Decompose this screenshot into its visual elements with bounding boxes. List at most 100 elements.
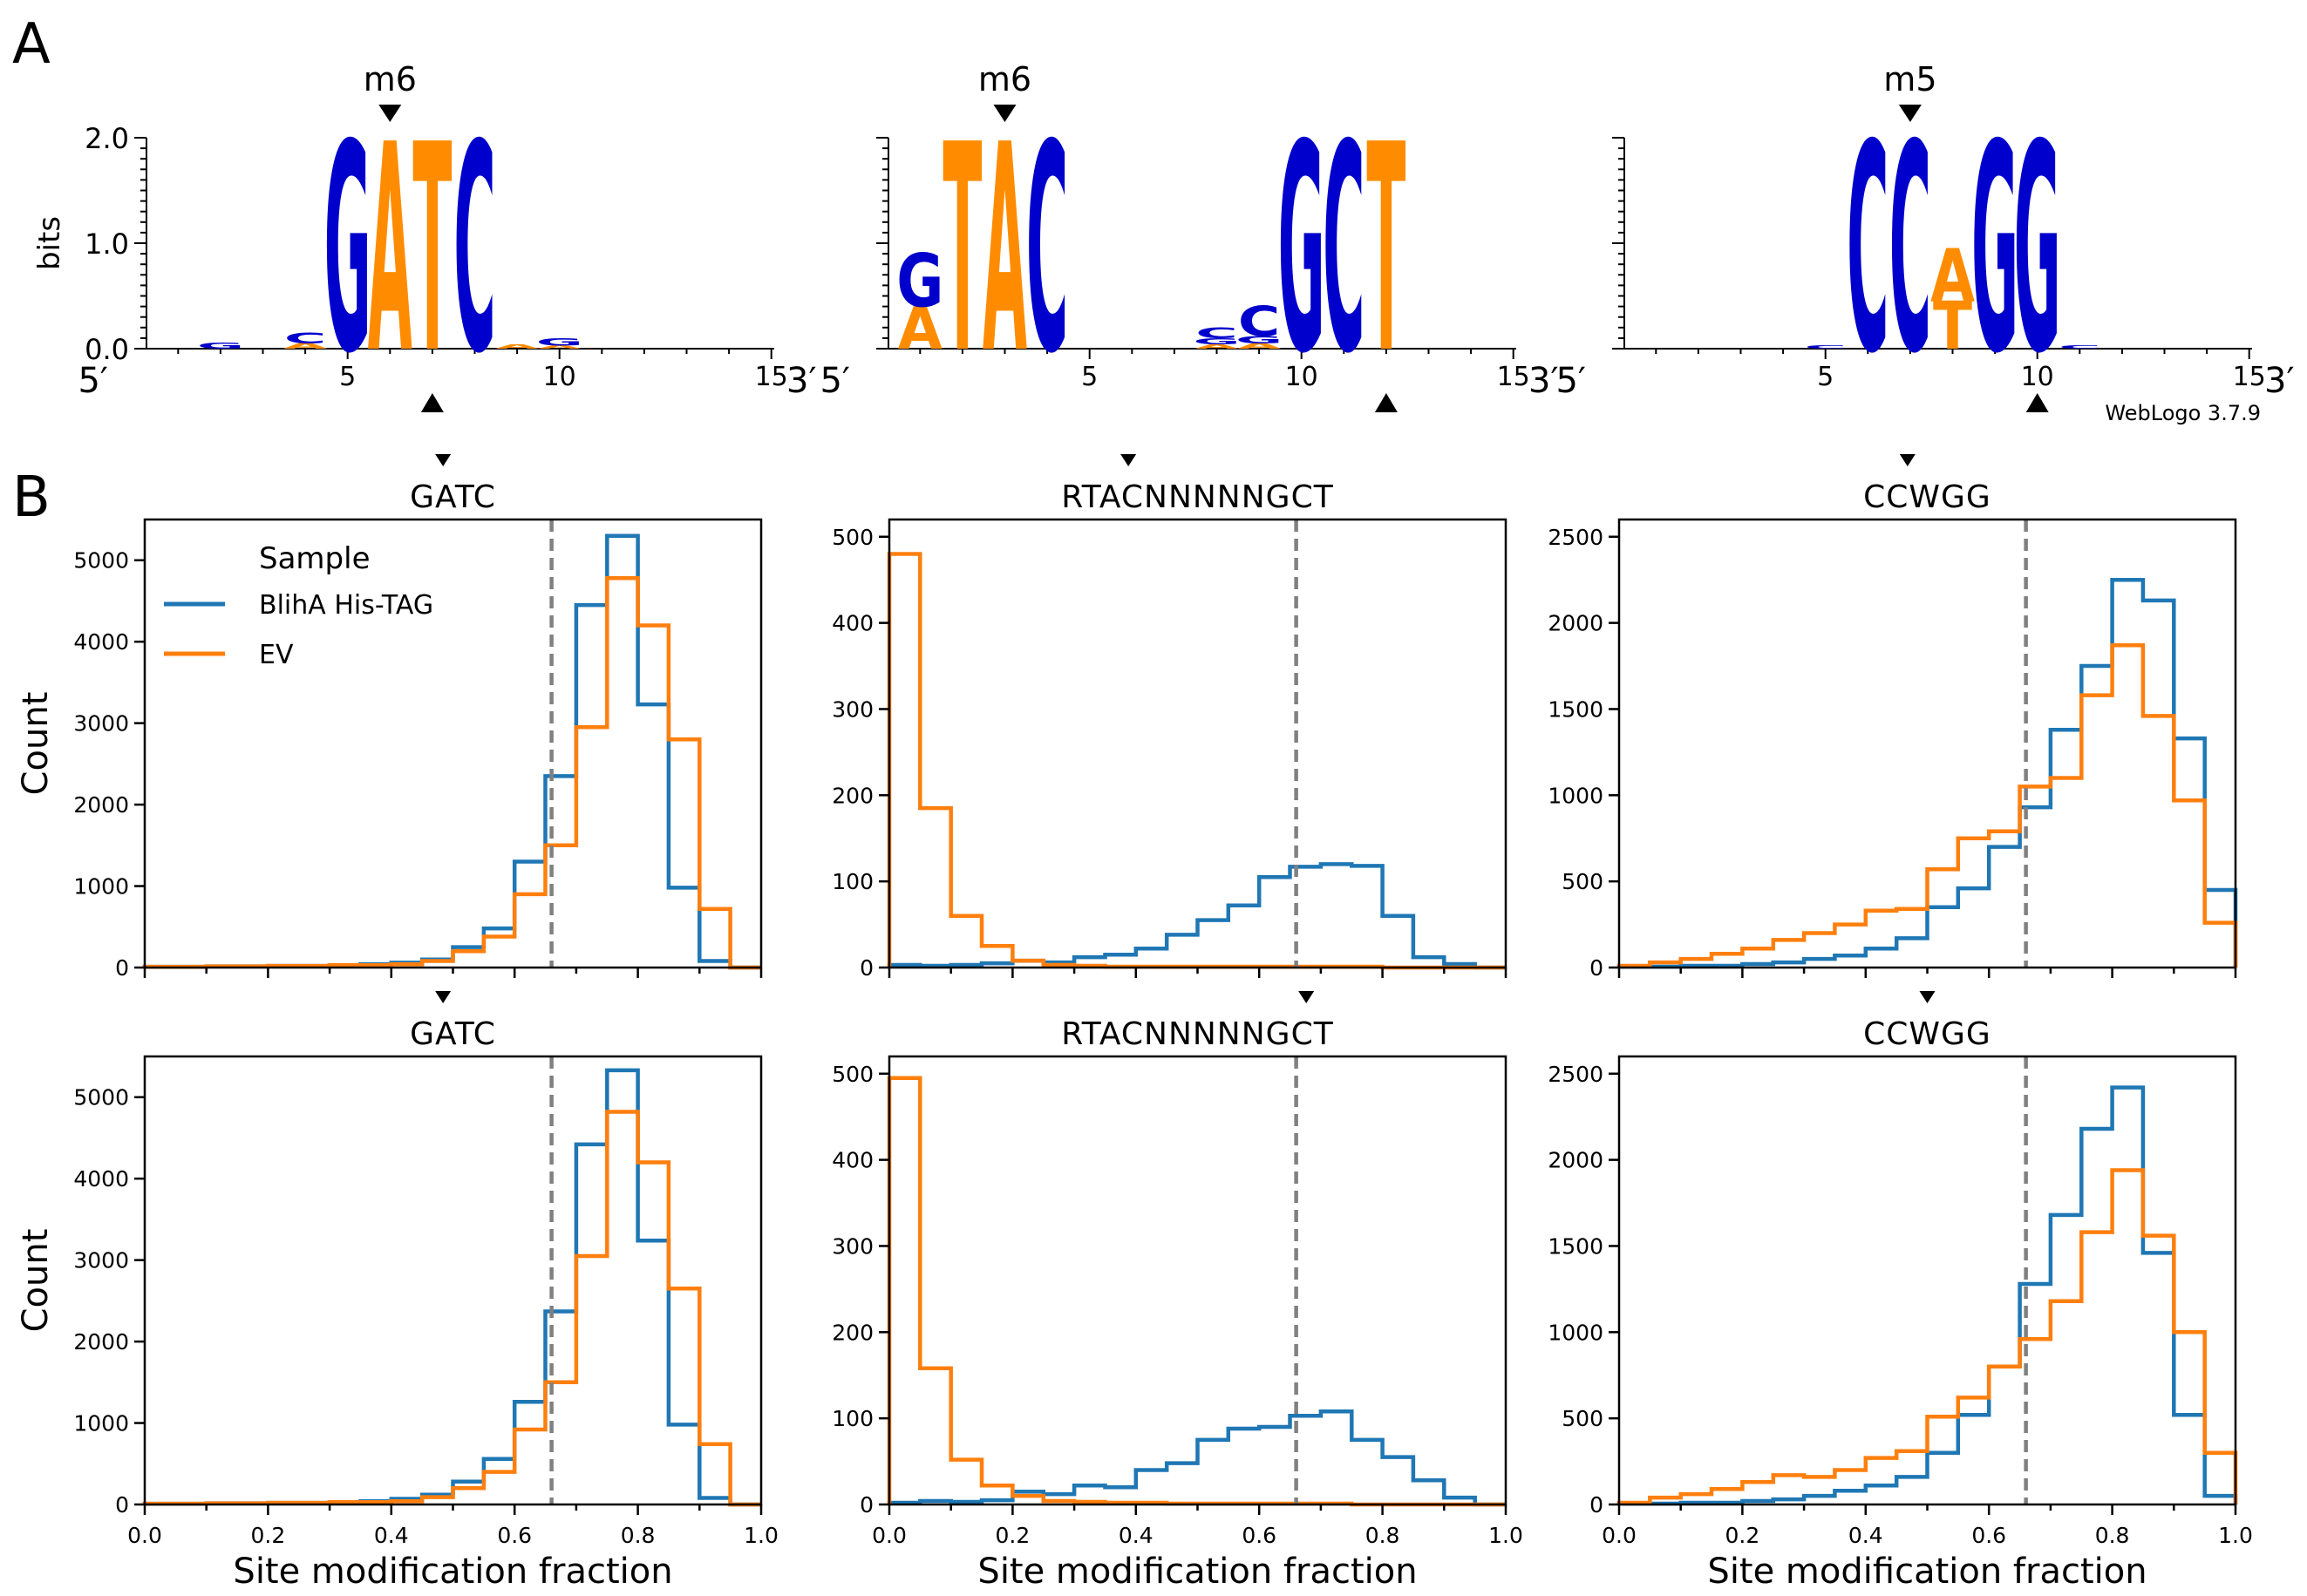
x-tick-label: 1.0 <box>744 1523 779 1548</box>
motif-title: GATC <box>410 479 496 515</box>
histogram-series-line <box>1616 577 2238 969</box>
panel-label-a: A <box>12 12 51 77</box>
histogram-series-line <box>887 1409 1506 1507</box>
logo-letter: A <box>983 84 1027 416</box>
logo-x-tick-label: 15 <box>755 362 788 392</box>
logo-letter: A <box>898 294 943 363</box>
logo-5prime-label: 5′ <box>820 361 850 401</box>
logo-letter: G <box>896 239 943 324</box>
x-tick-label: 0.2 <box>996 1523 1031 1548</box>
logo-letter: C <box>1195 325 1237 343</box>
logo-letter: A <box>537 344 582 350</box>
logo-letter: A <box>495 343 541 350</box>
logo-y-tick-label: 2.0 <box>85 122 129 155</box>
y-tick-label: 5000 <box>73 1085 129 1110</box>
modified-base-marker <box>1899 454 1916 466</box>
x-tick-label: 1.0 <box>2218 1523 2253 1548</box>
legend: Sample BlihA His-TAG EV <box>164 541 433 670</box>
x-axis-label: Site modification fraction <box>977 1552 1417 1592</box>
x-tick-label: 0.0 <box>127 1523 162 1548</box>
y-tick-label: 300 <box>832 696 874 722</box>
logo-letter: C <box>453 84 495 416</box>
logo-letter: A <box>368 84 412 416</box>
modified-base-marker <box>1120 454 1137 466</box>
modified-base-marker <box>1298 991 1315 1003</box>
logo-letter: T <box>412 84 452 416</box>
y-tick-label: 0 <box>115 1492 129 1518</box>
logo-letter: G <box>536 336 583 349</box>
motif-title: RTACNNNNNGCT <box>1061 479 1333 515</box>
x-tick-label: 0.4 <box>374 1523 409 1548</box>
logo-letter: G <box>197 341 244 351</box>
complement-marker-up <box>2025 393 2049 412</box>
logo-letter: G <box>1193 336 1240 347</box>
x-tick-label: 0.8 <box>1365 1523 1400 1548</box>
x-tick-label: 0.4 <box>1848 1523 1883 1548</box>
logo-letter: G <box>324 84 371 416</box>
y-tick-label: 400 <box>832 611 874 636</box>
logo-y-label: bits <box>32 216 67 270</box>
x-tick-label: 0.8 <box>621 1523 656 1548</box>
x-tick-label: 0.0 <box>1602 1523 1637 1548</box>
logo-3prime-label: 3′ <box>786 361 817 401</box>
histogram-series-line <box>142 576 761 970</box>
legend-label: BlihA His-TAG <box>259 590 433 621</box>
x-axis-label: Site modification fraction <box>1707 1552 2147 1592</box>
y-tick-label: 2000 <box>73 792 129 818</box>
logo-letter: A <box>1237 342 1283 350</box>
y-tick-label: 400 <box>832 1148 874 1173</box>
y-tick-label: 2000 <box>1548 1148 1603 1173</box>
x-tick-label: 0.6 <box>1971 1523 2006 1548</box>
modified-base-marker <box>435 454 452 466</box>
modified-base-marker <box>1919 991 1936 1003</box>
x-tick-label: 0.8 <box>2095 1523 2130 1548</box>
x-tick-label: 0.6 <box>497 1523 532 1548</box>
y-tick-label: 1000 <box>1548 1320 1603 1345</box>
logo-letter: G <box>1278 84 1325 416</box>
modification-label: m6 <box>978 60 1031 98</box>
y-tick-label: 100 <box>832 1406 874 1431</box>
y-tick-label: 0 <box>1589 1492 1603 1518</box>
motif-title: RTACNNNNNGCT <box>1061 1016 1333 1052</box>
modification-marker-down <box>993 105 1017 122</box>
y-tick-label: 1000 <box>73 1411 129 1436</box>
legend-title: Sample <box>259 541 370 576</box>
weblogo-credit: WebLogo 3.7.9 <box>2105 401 2261 425</box>
y-tick-label: 4000 <box>73 629 129 655</box>
logo-letter: C <box>1323 84 1364 416</box>
y-tick-label: 2000 <box>73 1329 129 1355</box>
histogram-panel: 0 1000 2000 3000 4000 5000 GATC Count Sample Blih… <box>16 454 763 981</box>
modification-marker-down <box>1898 105 1922 122</box>
logo-letter: C <box>1804 344 1846 350</box>
y-tick-label: 2500 <box>1548 525 1603 550</box>
x-tick-label: 0.4 <box>1119 1523 1154 1548</box>
modification-label: m6 <box>364 60 417 98</box>
y-tick-label: 500 <box>832 1062 874 1087</box>
y-tick-label: 4000 <box>73 1166 129 1192</box>
histogram-series-line <box>887 862 1506 970</box>
x-tick-label: 0.2 <box>1725 1523 1760 1548</box>
x-tick-label: 0.2 <box>251 1523 286 1548</box>
logo-x-tick-label: 15 <box>2233 362 2266 392</box>
logo-letter: C <box>284 330 326 348</box>
motif-title: CCWGG <box>1863 479 1991 515</box>
y-tick-label: 1000 <box>73 874 129 900</box>
logo-letter: A <box>1930 234 1976 319</box>
y-tick-label: 0 <box>1589 955 1603 981</box>
axes-frame <box>888 518 1507 969</box>
y-axis-label: Count <box>16 692 56 796</box>
y-tick-label: 100 <box>832 869 874 894</box>
logo-letter: A <box>283 342 329 350</box>
y-tick-label: 300 <box>832 1233 874 1259</box>
logo-letter: T <box>943 84 982 416</box>
y-tick-label: 200 <box>832 1320 874 1345</box>
logo-x-tick-label: 5 <box>339 362 356 392</box>
y-tick-label: 5000 <box>73 548 129 574</box>
motif-title: CCWGG <box>1863 1016 1991 1052</box>
legend-label: EV <box>259 640 294 670</box>
logo-letter: C <box>1238 298 1280 346</box>
